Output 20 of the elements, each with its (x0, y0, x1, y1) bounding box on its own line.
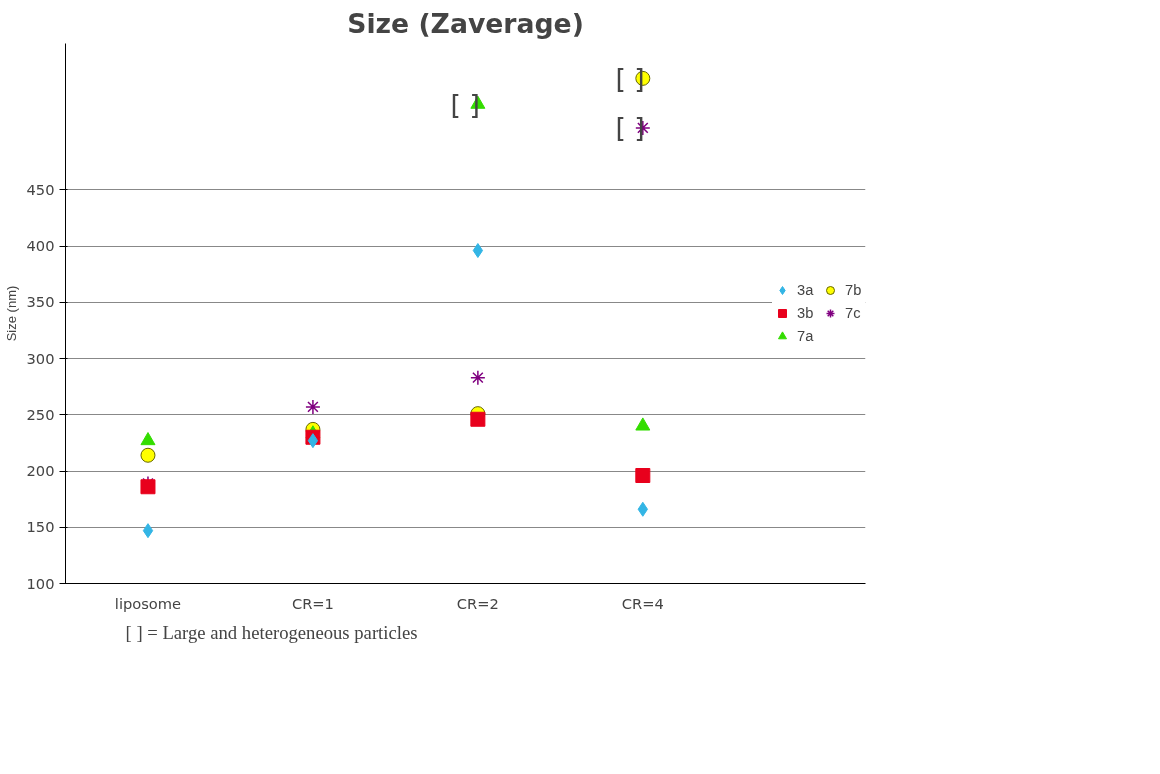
y-tick-label: 100 (26, 574, 55, 592)
legend-label: 3a (797, 282, 815, 298)
y-tick-label: 450 (26, 180, 55, 198)
chart-title: Size (Zaverage) (347, 7, 584, 39)
x-tick-label: CR=1 (291, 594, 334, 612)
legend-label: 3b (797, 305, 815, 321)
y-tick-label: 350 (26, 293, 55, 311)
y-tick-label: 150 (26, 518, 55, 536)
text: [ ] = Large and heterogeneous particles (125, 621, 418, 643)
y-tick-label: 200 (26, 462, 55, 479)
y-axis-title: Size (nm) (3, 285, 19, 342)
legend-label: 7b (845, 282, 863, 298)
y-tick-label: 400 (26, 237, 55, 254)
y-tick-label: 300 (26, 349, 55, 367)
x-tick-label: CR=2 (456, 594, 499, 612)
x-tick-label: CR=4 (621, 594, 664, 612)
x-tick-label: liposome (114, 594, 182, 612)
y-tick-label: 250 (26, 405, 55, 423)
legend-label: 7a (797, 328, 815, 344)
legend-label: 7c (845, 305, 862, 321)
